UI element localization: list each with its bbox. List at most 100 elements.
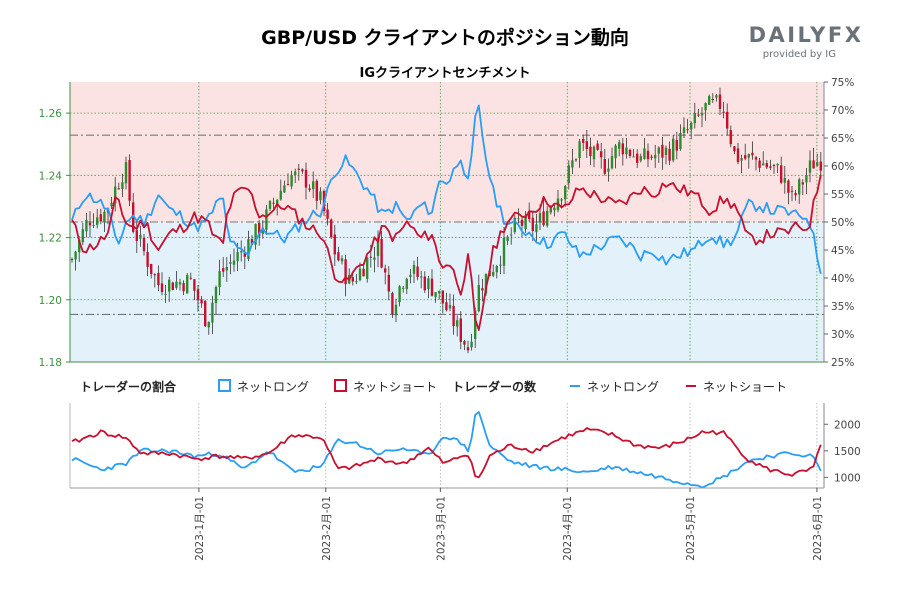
price-tick-label: 1.26 bbox=[39, 108, 63, 120]
candle-body bbox=[384, 268, 387, 273]
candle-body bbox=[582, 138, 585, 143]
candle-body bbox=[672, 138, 675, 161]
candle-body bbox=[128, 160, 131, 201]
candle-body bbox=[240, 251, 243, 253]
candle-body bbox=[560, 199, 563, 201]
candle-body bbox=[117, 188, 120, 190]
candle-body bbox=[369, 256, 372, 258]
candle-body bbox=[279, 190, 282, 200]
candle-body bbox=[520, 219, 524, 226]
candle-body bbox=[150, 263, 153, 274]
candle-body bbox=[463, 341, 466, 345]
percent-tick-label: 40% bbox=[831, 273, 854, 285]
candle-body bbox=[387, 274, 390, 292]
candle-body bbox=[621, 143, 624, 155]
candle-body bbox=[805, 175, 808, 183]
candle-body bbox=[182, 283, 185, 292]
candle-body bbox=[236, 252, 239, 262]
candle-body bbox=[801, 182, 804, 185]
candle-body bbox=[204, 300, 207, 327]
candle-body bbox=[337, 252, 340, 261]
candle-body bbox=[398, 286, 401, 303]
count-axis-ticks: 1000 1500 2000 bbox=[824, 419, 861, 484]
date-tick-label: 2023-2月-01 bbox=[321, 496, 333, 561]
candle-body bbox=[812, 160, 815, 169]
candle-body bbox=[286, 184, 290, 186]
candle-body bbox=[636, 153, 639, 163]
candle-body bbox=[574, 159, 578, 161]
candle-body bbox=[564, 186, 567, 200]
candle-body bbox=[247, 239, 250, 259]
percent-tick-label: 65% bbox=[831, 133, 854, 145]
candle-body bbox=[189, 277, 192, 279]
candle-body bbox=[290, 175, 293, 187]
candle-body bbox=[711, 98, 714, 100]
count-tick-label: 1500 bbox=[834, 446, 861, 458]
candle-body bbox=[330, 219, 333, 238]
candle-body bbox=[196, 289, 200, 301]
legend-short-count-label: ネットショート bbox=[703, 380, 787, 394]
candle-body bbox=[589, 146, 592, 157]
candle-body bbox=[754, 157, 758, 160]
logo-main: DAILYFX bbox=[749, 23, 864, 47]
candle-body bbox=[146, 251, 149, 267]
price-tick-label: 1.22 bbox=[39, 233, 62, 245]
candle-body bbox=[416, 266, 419, 278]
legend-long-count-label: ネットロング bbox=[587, 380, 659, 394]
candle-body bbox=[682, 127, 686, 133]
candle-body bbox=[524, 215, 527, 230]
candlestick-series bbox=[70, 87, 822, 354]
candle-body bbox=[596, 143, 599, 150]
candle-body bbox=[92, 225, 95, 227]
candle-body bbox=[265, 209, 268, 230]
candle-body bbox=[376, 237, 380, 256]
candle-body bbox=[787, 180, 790, 193]
candle-body bbox=[470, 341, 473, 348]
candle-body bbox=[736, 148, 740, 163]
candle-body bbox=[351, 277, 354, 282]
candle-body bbox=[200, 299, 203, 304]
reference-lines bbox=[70, 134, 824, 315]
candle-body bbox=[225, 267, 228, 271]
candle-body bbox=[326, 209, 329, 219]
candle-body bbox=[135, 230, 138, 241]
candle-body bbox=[758, 160, 761, 168]
chart-title: GBP/USD クライアントのポジション動向 bbox=[261, 26, 629, 49]
candle-body bbox=[700, 112, 704, 116]
candle-body bbox=[661, 144, 664, 158]
candle-body bbox=[798, 179, 801, 195]
candle-body bbox=[88, 222, 92, 226]
candle-body bbox=[502, 237, 506, 266]
chart-subtitle: IGクライアントセンチメント bbox=[360, 66, 531, 81]
date-tick-label: 2023-4月-01 bbox=[562, 496, 574, 561]
candle-body bbox=[751, 152, 754, 156]
candle-body bbox=[222, 268, 225, 272]
date-tick-label: 2023-3月-01 bbox=[435, 496, 447, 561]
legend-short-ratio-swatch bbox=[334, 379, 347, 392]
candle-body bbox=[567, 165, 570, 184]
count-tick-label: 2000 bbox=[834, 419, 861, 431]
candle-body bbox=[229, 262, 232, 264]
candle-body bbox=[402, 287, 405, 289]
candle-body bbox=[531, 217, 534, 231]
candle-body bbox=[513, 217, 516, 233]
candle-body bbox=[747, 154, 750, 158]
percent-tick-label: 35% bbox=[831, 301, 854, 313]
candle-body bbox=[142, 237, 146, 252]
candle-body bbox=[452, 305, 455, 327]
candle-body bbox=[250, 239, 254, 245]
candle-body bbox=[610, 156, 614, 169]
candle-body bbox=[474, 310, 477, 339]
candle-body bbox=[690, 122, 693, 130]
candle-body bbox=[294, 171, 297, 176]
candle-body bbox=[340, 258, 344, 262]
candle-body bbox=[675, 139, 678, 151]
candle-body bbox=[308, 188, 311, 190]
candle-body bbox=[315, 180, 318, 201]
candle-body bbox=[448, 305, 452, 309]
candle-body bbox=[178, 282, 182, 285]
candle-body bbox=[261, 227, 264, 234]
candle-body bbox=[344, 259, 347, 285]
candle-body bbox=[427, 278, 430, 290]
candle-body bbox=[268, 201, 272, 209]
